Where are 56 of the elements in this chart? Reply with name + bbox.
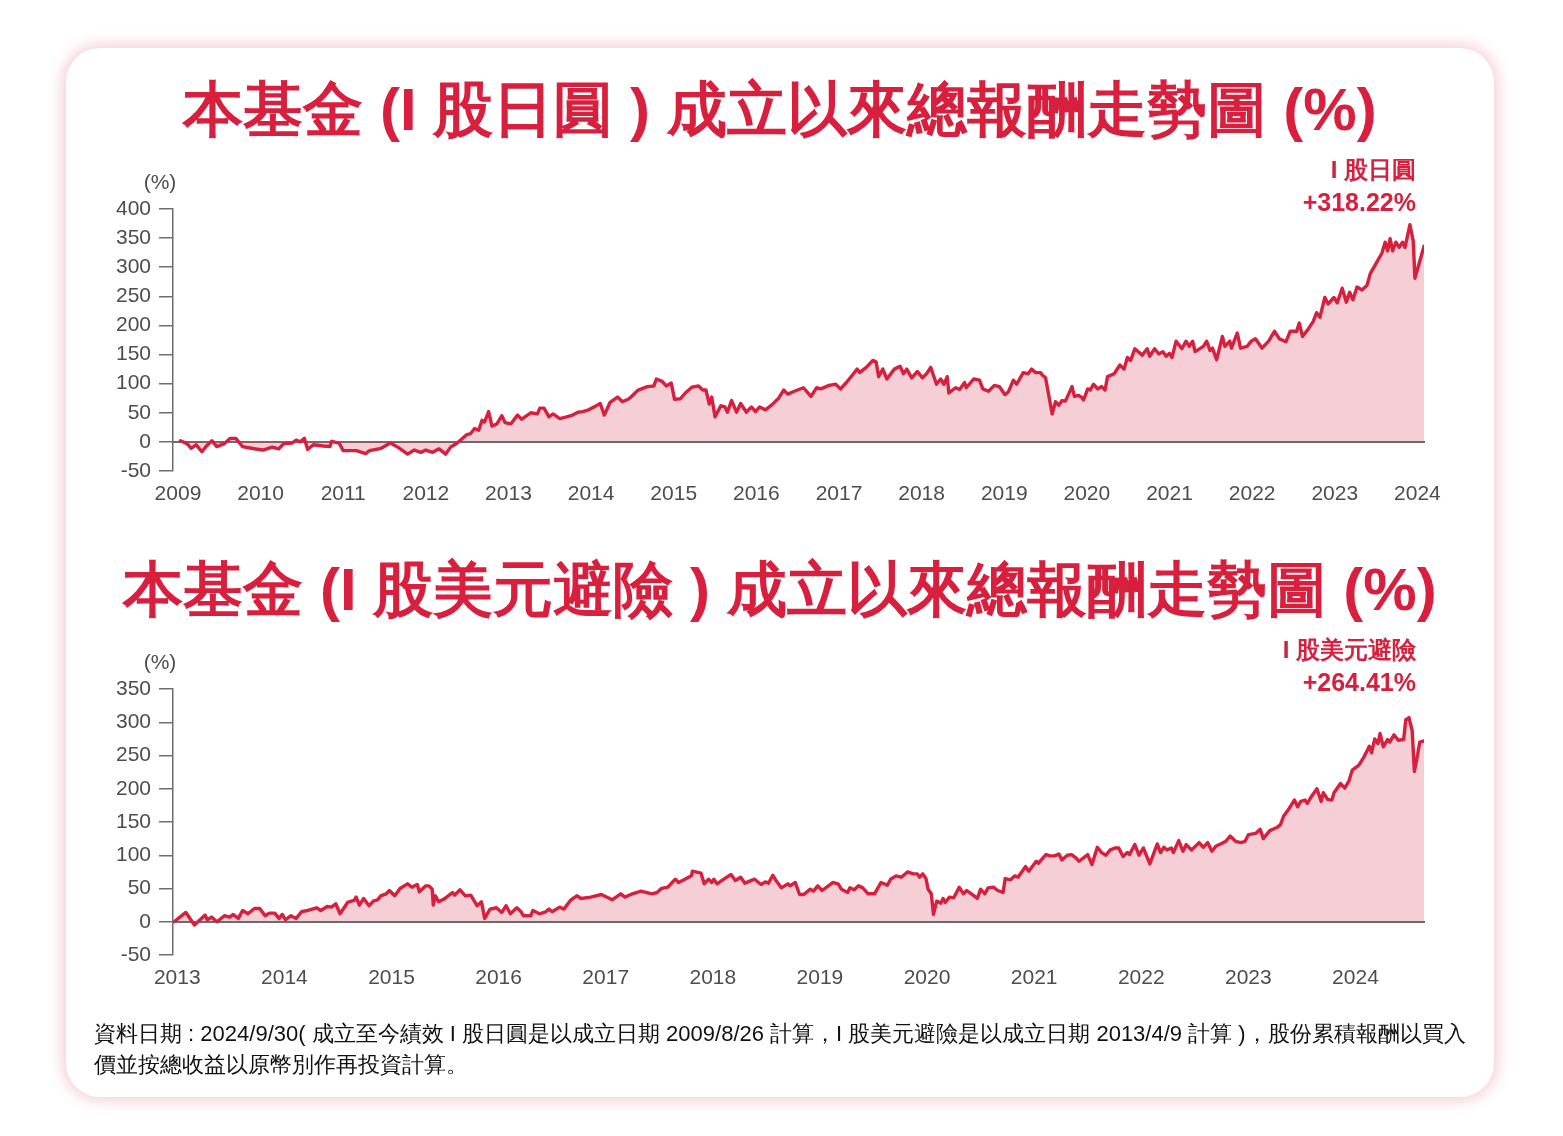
x-tick-label: 2024 bbox=[1394, 481, 1442, 505]
x-tick-label: 2009 bbox=[154, 481, 202, 505]
x-tick-label: 2022 bbox=[1228, 481, 1276, 505]
x-tick-label: 2011 bbox=[320, 481, 366, 505]
chart-title: 本基金 (I 股日圓 ) 成立以來總報酬走勢圖 (%) bbox=[181, 76, 1378, 143]
x-tick-label: 2023 bbox=[1311, 481, 1359, 505]
x-tick-label: 2022 bbox=[1117, 965, 1165, 989]
text: I 股美元避險 bbox=[1282, 635, 1417, 663]
chart-title: 本基金 (I 股美元避險 ) 成立以來總報酬走勢圖 (%) bbox=[121, 556, 1438, 623]
x-tick-label: 2021 bbox=[1146, 481, 1193, 505]
x-tick-label: 2015 bbox=[368, 965, 415, 989]
y-tick-label: 0 bbox=[139, 428, 151, 452]
x-tick-label: 2021 bbox=[1010, 965, 1058, 989]
y-tick-label: 150 bbox=[115, 808, 151, 832]
x-tick-label: 2018 bbox=[689, 965, 737, 989]
y-axis-title: (%) bbox=[143, 169, 177, 193]
x-tick-label: 2014 bbox=[567, 481, 615, 505]
y-tick-label: 300 bbox=[115, 254, 151, 278]
y-tick-label: 50 bbox=[127, 399, 151, 423]
y-tick-label: 100 bbox=[115, 842, 151, 866]
x-tick-label: 2018 bbox=[898, 481, 945, 505]
y-tick-label: 200 bbox=[115, 775, 151, 799]
x-tick-label: 2023 bbox=[1224, 965, 1272, 989]
x-tick-label: 2016 bbox=[733, 481, 780, 505]
y-tick-label: 100 bbox=[115, 370, 151, 394]
x-tick-label: 2013 bbox=[153, 965, 201, 989]
x-tick-label: 2019 bbox=[796, 965, 844, 989]
x-tick-label: 2013 bbox=[485, 481, 532, 505]
y-tick-label: -50 bbox=[120, 941, 151, 965]
y-tick-label: 400 bbox=[115, 195, 151, 219]
series-label: I 股日圓 bbox=[1330, 155, 1416, 183]
x-tick-label: 2019 bbox=[980, 481, 1028, 505]
y-axis-title: (%) bbox=[143, 649, 177, 673]
y-tick-label: -50 bbox=[120, 457, 151, 481]
x-tick-label: 2017 bbox=[582, 965, 630, 989]
x-tick-label: 2012 bbox=[402, 481, 450, 505]
y-tick-label: 150 bbox=[115, 341, 151, 365]
x-tick-label: 2020 bbox=[903, 965, 951, 989]
y-tick-label: 50 bbox=[127, 875, 151, 899]
x-tick-label: 2020 bbox=[1063, 481, 1111, 505]
y-tick-label: 200 bbox=[115, 312, 151, 336]
x-tick-label: 2017 bbox=[815, 481, 863, 505]
x-tick-label: 2024 bbox=[1332, 965, 1380, 989]
annotation: +318.22% bbox=[1302, 187, 1416, 216]
x-tick-label: 2010 bbox=[237, 481, 284, 505]
x-tick-label: 2016 bbox=[475, 965, 522, 989]
annotation: +264.41% bbox=[1302, 667, 1416, 696]
y-tick-label: 0 bbox=[139, 908, 151, 932]
y-tick-label: 250 bbox=[115, 283, 151, 307]
x-tick-label: 2015 bbox=[650, 481, 698, 505]
y-tick-label: 350 bbox=[115, 224, 151, 248]
x-tick-label: 2014 bbox=[261, 965, 309, 989]
y-tick-label: 300 bbox=[115, 709, 151, 733]
y-tick-label: 350 bbox=[115, 675, 151, 699]
y-tick-label: 250 bbox=[115, 742, 151, 766]
text: 資料日期 : 2024/9/30( 成立至今績效 I 股日圓是以成立日期 2009/8/26 計算，I 股美元避險是以成立日期 2013/4/9 計算 )，股份累積報酬以買入價並按總收益以原幣別作再投資計算。 bbox=[94, 1020, 1466, 1079]
